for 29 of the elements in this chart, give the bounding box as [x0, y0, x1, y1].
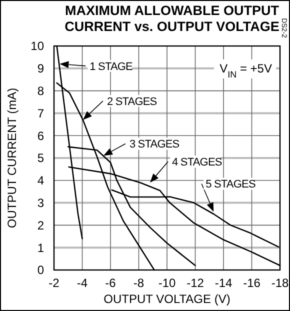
annotation: 4 STAGES: [172, 156, 222, 168]
x-tick-label: -2: [48, 276, 60, 290]
y-tick-label: 5: [37, 151, 44, 166]
annotation: V$_{IN}$ = +5V: [220, 62, 272, 80]
y-tick-label: 6: [37, 128, 44, 143]
chart-title: MAXIMUM ALLOWABLE OUTPUT CURRENT vs. OUTPUT VOLTAGE: [64, 3, 280, 34]
annotation: 2 STAGES: [106, 96, 157, 108]
x-tick-label: -16: [243, 276, 261, 290]
annotation: 3 STAGES: [129, 138, 180, 151]
y-tick-label: 10: [30, 39, 44, 54]
y-tick-label: 2: [37, 218, 44, 232]
y-tick-label: 7: [37, 106, 44, 120]
x-tick-label: -10: [158, 276, 176, 290]
y-tick-label: 0: [37, 263, 44, 278]
x-tick-label: -6: [105, 276, 116, 290]
x-tick-label: -8: [133, 276, 144, 290]
y-tick-label: 4: [37, 174, 44, 188]
annotation: 1 STAGE: [90, 60, 133, 73]
x-tick-label: -4: [76, 276, 88, 290]
y-tick-label: 9: [37, 62, 44, 76]
annotation: 5 STAGES: [206, 178, 256, 191]
y-axis-title: OUTPUT CURRENT (mA): [5, 88, 19, 228]
y-tick-label: 3: [37, 196, 44, 210]
x-tick-label: -18: [271, 276, 289, 290]
x-tick-label: -14: [214, 276, 232, 290]
y-tick-label: 1: [37, 240, 44, 255]
y-tick-label: 8: [37, 84, 44, 98]
x-axis-title: OUTPUT VOLTAGE (V): [104, 292, 230, 306]
x-tick-label: -12: [186, 276, 204, 290]
